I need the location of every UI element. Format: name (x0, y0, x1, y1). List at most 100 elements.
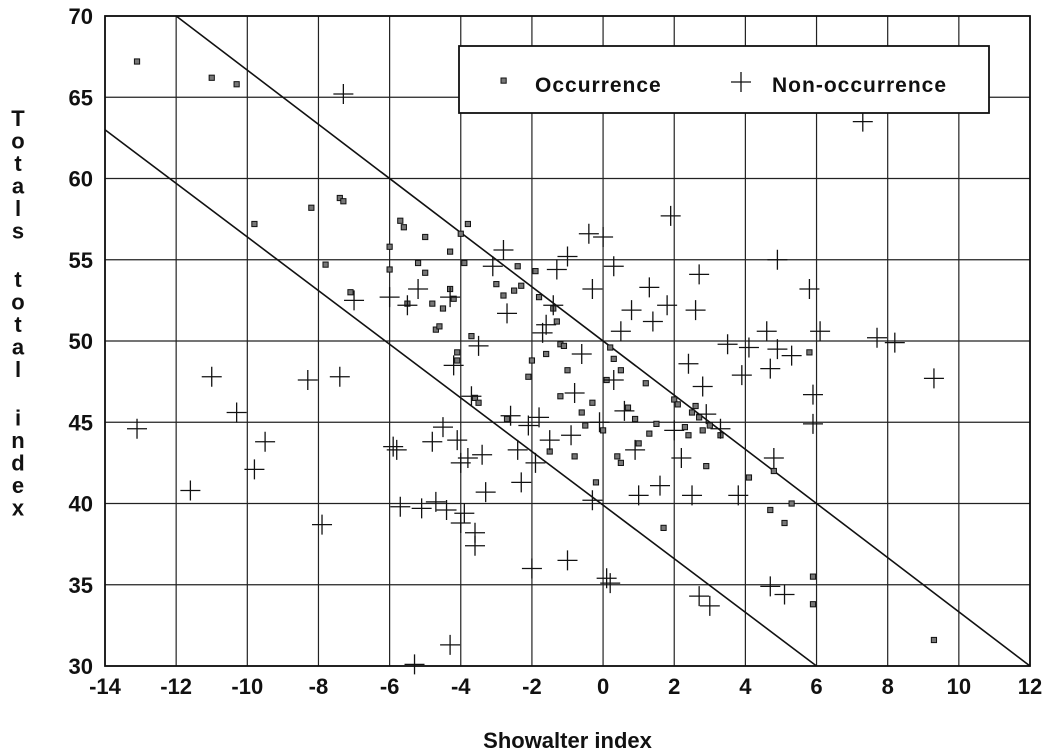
occurrence-point (745, 474, 753, 481)
x-tick-label: -8 (309, 674, 329, 699)
x-axis-title: Showalter index (483, 728, 652, 753)
non-occurrence-point (614, 400, 635, 421)
occurrence-point (450, 295, 457, 302)
occurrence-point (624, 404, 632, 411)
non-occurrence-point (774, 584, 795, 605)
non-occurrence-point (699, 595, 720, 616)
non-occurrence-point (432, 417, 453, 438)
non-occurrence-point (589, 412, 610, 433)
occurrence-point (464, 220, 471, 228)
non-occurrence-point (539, 430, 560, 451)
occurrence-point (436, 323, 443, 330)
non-occurrence-point (465, 522, 485, 543)
non-occurrence-point (450, 513, 471, 533)
non-occurrence-point (625, 439, 646, 460)
non-occurrence-point (650, 475, 670, 496)
non-occurrence-point (226, 402, 247, 423)
non-occurrence-point (923, 368, 944, 389)
occurrence-point (422, 233, 429, 241)
occurrence-point (468, 333, 475, 340)
non-occurrence-point (312, 514, 333, 535)
occurrence-point (809, 573, 817, 580)
occurrence-point (475, 399, 482, 406)
non-occurrence-point (642, 311, 663, 332)
occurrence-point (446, 248, 454, 255)
occurrence-point (454, 349, 461, 356)
non-occurrence-point (561, 425, 582, 446)
occurrence-point (699, 427, 706, 434)
occurrence-point (414, 259, 422, 267)
occurrence-point (646, 430, 653, 437)
occurrence-point (400, 224, 407, 231)
legend-non-occurrence-label: Non-occurrence (772, 74, 947, 97)
non-occurrence-point (852, 111, 873, 132)
non-occurrence-point (440, 634, 461, 655)
non-occurrence-point (333, 84, 354, 104)
non-occurrence-point (201, 366, 222, 387)
non-occurrence-point (582, 490, 603, 511)
non-occurrence-point (689, 264, 710, 285)
reference-line (104, 129, 818, 667)
non-occurrence-point (596, 568, 617, 589)
non-occurrence-point (593, 227, 614, 247)
non-occurrence-point (802, 384, 823, 405)
non-occurrence-point (532, 322, 553, 343)
occurrence-point (397, 217, 404, 224)
occurrence-point (809, 601, 817, 608)
non-occurrence-point (884, 332, 905, 353)
occurrence-point (532, 268, 539, 275)
occurrence-point (493, 281, 500, 288)
non-occurrence-point (685, 300, 706, 321)
non-occurrence-point (386, 439, 407, 460)
non-occurrence-point (468, 335, 489, 356)
occurrence-point (422, 269, 429, 276)
non-occurrence-point (578, 223, 599, 244)
occurrence-point (535, 294, 543, 301)
occurrence-point (631, 415, 639, 423)
non-occurrence-point (600, 573, 621, 594)
non-occurrence-point (404, 654, 425, 675)
x-tick-label: 12 (1018, 674, 1042, 699)
non-occurrence-point (180, 480, 201, 501)
x-tick-label: 10 (947, 674, 971, 699)
occurrence-point (233, 81, 240, 88)
occurrence-point (564, 367, 571, 374)
reference-line (175, 15, 1031, 667)
non-occurrence-point (529, 407, 550, 428)
non-occurrence-point (511, 472, 532, 493)
y-tick-label: 55 (69, 248, 93, 273)
y-tick-labels: 30 35 40 45 50 55 60 65 70 (69, 4, 93, 679)
non-occurrence-point (461, 386, 482, 407)
non-occurrence-point (255, 431, 276, 452)
non-occurrence-point (639, 277, 660, 298)
non-occurrence-point (521, 558, 542, 579)
non-occurrence-point (671, 448, 692, 468)
non-occurrence-point (546, 259, 567, 280)
occurrence-point (592, 479, 600, 486)
occurrence-point (617, 367, 624, 374)
non-occurrence-point (628, 485, 649, 506)
occurrence-point (528, 357, 536, 364)
x-tick-label: -14 (89, 674, 122, 699)
occurrence-point (610, 355, 617, 362)
non-occurrence-point (525, 452, 546, 473)
occurrence-point (457, 230, 464, 237)
non-occurrence-point (543, 295, 564, 316)
occurrence-point (599, 427, 607, 434)
non-occurrence-point (379, 287, 400, 308)
occurrence-point (788, 500, 795, 507)
non-occurrence-point (603, 256, 624, 277)
non-occurrence-point (397, 295, 418, 316)
occurrence-point (770, 467, 777, 475)
x-tick-label: -12 (160, 674, 192, 699)
non-occurrence-point (799, 279, 820, 299)
occurrence-point (503, 415, 511, 423)
y-tick-label: 50 (69, 329, 93, 354)
non-occurrence-point (436, 500, 457, 520)
occurrence-point (692, 402, 699, 410)
non-occurrence-point (127, 418, 148, 439)
non-occurrence-point (767, 339, 788, 360)
occurrence-point (560, 342, 568, 349)
reference-lines (104, 15, 1031, 667)
